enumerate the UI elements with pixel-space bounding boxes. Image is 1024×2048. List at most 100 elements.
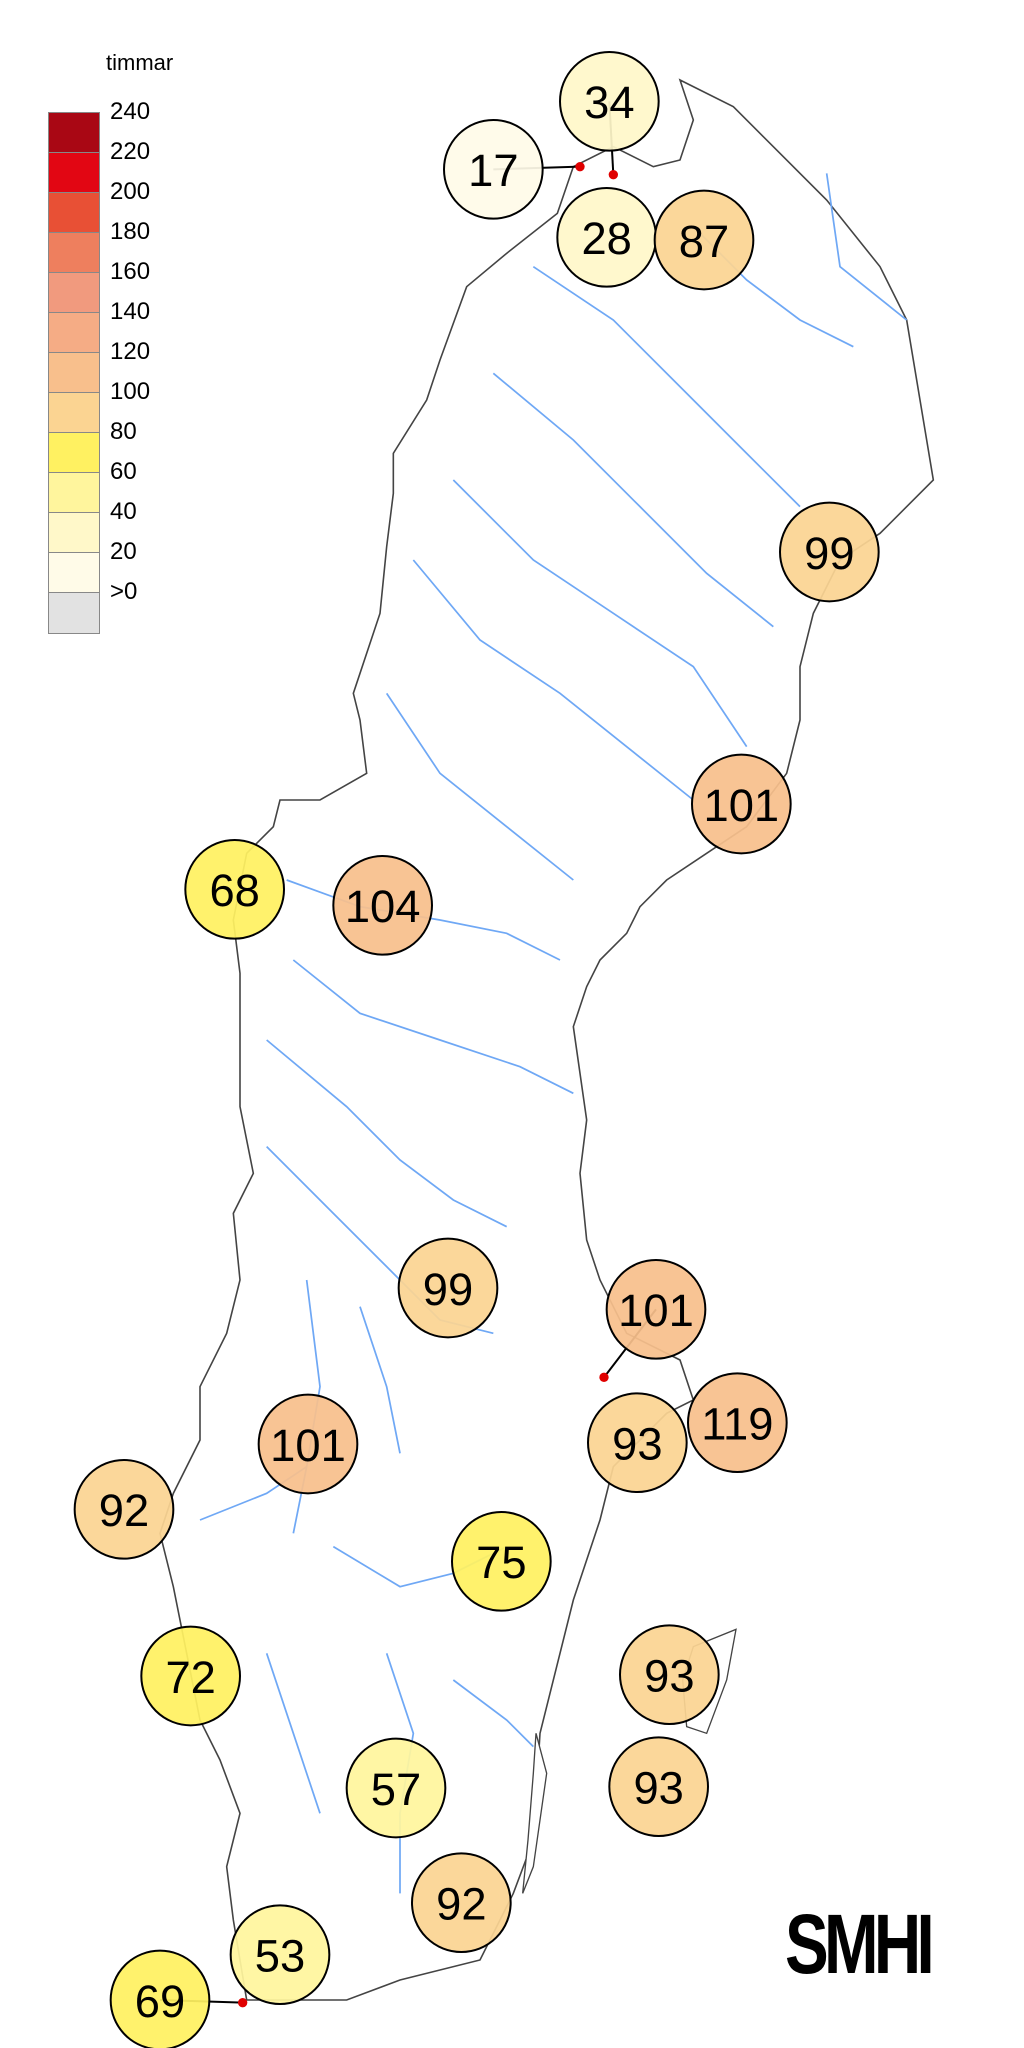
legend-label: >0 xyxy=(110,578,138,605)
rivers xyxy=(199,173,908,1894)
station-value: 53 xyxy=(255,1931,305,1982)
station-value: 57 xyxy=(371,1764,421,1815)
station-marker: 119 xyxy=(686,1372,788,1473)
station-marker: 69 xyxy=(109,1949,211,2048)
station-value: 72 xyxy=(165,1652,215,1703)
station-value: 87 xyxy=(679,216,729,267)
station-circle xyxy=(397,1237,499,1339)
legend-swatch xyxy=(49,353,99,393)
station-marker: 68 xyxy=(184,838,285,940)
station-marker: 17 xyxy=(443,118,544,220)
station-location-dot xyxy=(575,162,585,172)
station-circle xyxy=(686,1372,788,1473)
station-marker: 57 xyxy=(345,1737,447,1839)
legend-swatch xyxy=(49,113,99,153)
station-location-dot xyxy=(599,1372,609,1382)
station-circle xyxy=(73,1459,175,1560)
station-circle xyxy=(653,189,755,291)
legend-swatch xyxy=(49,433,99,473)
station-marker: 34 xyxy=(558,51,660,152)
station-value: 101 xyxy=(618,1285,694,1336)
station-value: 99 xyxy=(423,1264,473,1315)
station-value: 28 xyxy=(581,213,631,264)
station-marker: 99 xyxy=(778,501,880,603)
station-marker: 99 xyxy=(397,1237,499,1339)
station-marker: 92 xyxy=(73,1459,175,1560)
sweden-outline xyxy=(159,78,935,2001)
station-marker: 92 xyxy=(411,1852,512,1953)
station-circle xyxy=(345,1737,447,1839)
station-circle xyxy=(618,1624,720,1725)
station-value: 101 xyxy=(704,780,780,831)
station-marker: 53 xyxy=(229,1904,331,2005)
legend-swatch xyxy=(49,313,99,353)
legend-label: 120 xyxy=(110,338,151,365)
station-value: 93 xyxy=(644,1651,694,1702)
legend-label: 40 xyxy=(110,498,137,525)
station-marker: 93 xyxy=(608,1736,709,1837)
station-circle xyxy=(690,753,792,855)
station-marker: 101 xyxy=(690,753,792,855)
station-value: 119 xyxy=(701,1399,773,1450)
smhi-logo: SMHI xyxy=(785,1897,935,1991)
station-circle xyxy=(140,1625,241,1727)
station-value: 104 xyxy=(345,881,421,932)
legend-swatch xyxy=(49,393,99,433)
station-marker: 93 xyxy=(586,1392,688,1493)
station-marker: 104 xyxy=(332,854,433,956)
legend-label: 140 xyxy=(110,298,151,325)
station-circle xyxy=(443,118,544,220)
legend-label: 160 xyxy=(110,258,151,285)
station-marker: 101 xyxy=(257,1393,359,1495)
station-value: 93 xyxy=(612,1419,662,1470)
legend-swatch xyxy=(49,553,99,593)
legend-swatch xyxy=(49,273,99,313)
station-location-dot xyxy=(608,170,618,180)
station-circle xyxy=(257,1393,359,1495)
station-circle xyxy=(608,1736,709,1837)
station-value: 69 xyxy=(135,1976,185,2027)
station-markers: 34 17 28 87 99 101 68 104 99 101 93 119 101 92 75 72 93 9… xyxy=(73,51,880,2048)
station-marker: 101 xyxy=(605,1259,707,1360)
station-circle xyxy=(332,854,433,956)
legend-swatch xyxy=(49,513,99,553)
island-oland xyxy=(522,1733,548,1894)
legend-label: 200 xyxy=(110,178,151,205)
legend-label: 20 xyxy=(110,538,137,565)
station-value: 68 xyxy=(209,865,259,916)
legend-swatch xyxy=(49,153,99,193)
station-value: 75 xyxy=(476,1537,526,1588)
legend-title: timmar xyxy=(106,50,174,75)
legend-swatch xyxy=(49,193,99,233)
station-value: 101 xyxy=(270,1420,346,1471)
station-marker: 87 xyxy=(653,189,755,291)
station-value: 99 xyxy=(804,528,854,579)
station-circle xyxy=(109,1949,211,2048)
station-circle xyxy=(778,501,880,603)
station-circle xyxy=(558,51,660,152)
station-value: 92 xyxy=(99,1485,149,1536)
legend-color-scale xyxy=(48,112,100,634)
station-marker: 93 xyxy=(618,1624,720,1725)
legend-label: 180 xyxy=(110,218,151,245)
legend-label: 100 xyxy=(110,378,151,405)
station-location-dot xyxy=(238,1998,248,2008)
legend-swatch xyxy=(49,233,99,273)
station-value: 17 xyxy=(468,145,518,196)
station-circle xyxy=(229,1904,331,2005)
legend-label: 80 xyxy=(110,418,137,445)
station-circle xyxy=(411,1852,512,1953)
station-circle xyxy=(605,1259,707,1360)
legend-swatch xyxy=(49,473,99,513)
station-value: 93 xyxy=(633,1763,683,1814)
station-circle xyxy=(451,1511,552,1612)
legend-label: 240 xyxy=(110,98,151,125)
station-value: 92 xyxy=(436,1879,486,1930)
station-marker: 72 xyxy=(140,1625,241,1727)
station-circle xyxy=(586,1392,688,1493)
legend-label: 60 xyxy=(110,458,137,485)
station-marker: 28 xyxy=(556,187,657,288)
legend-label: 220 xyxy=(110,138,151,165)
station-marker: 75 xyxy=(451,1511,552,1612)
